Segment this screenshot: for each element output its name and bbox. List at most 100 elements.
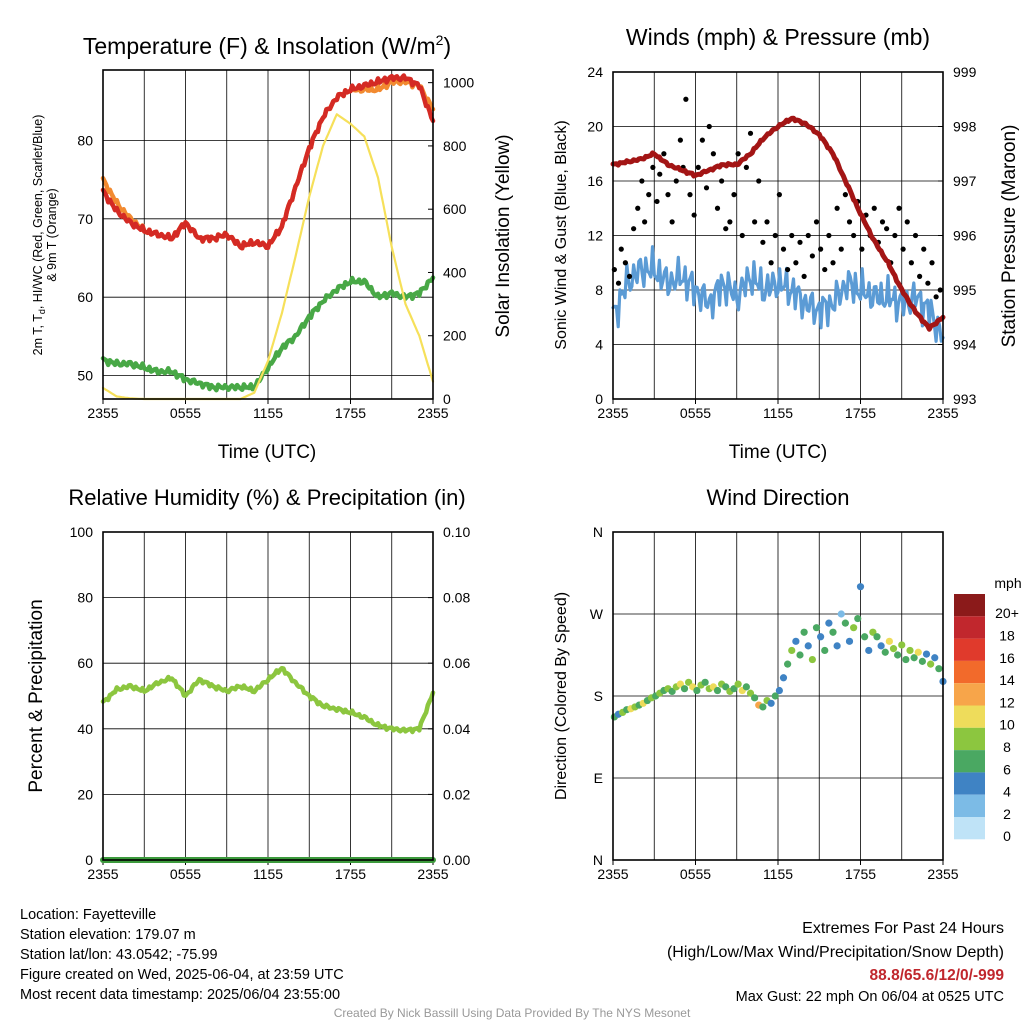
x-tick-label: 2355 — [87, 866, 118, 882]
gust-point — [912, 232, 919, 239]
x-tick-label: 1755 — [335, 405, 366, 421]
direction-point — [889, 645, 898, 653]
gust-point — [752, 219, 758, 225]
direction-point — [877, 642, 885, 650]
y2-tick-label: 995 — [953, 282, 977, 298]
gust-point — [937, 287, 943, 293]
y2-tick-label: 0.06 — [443, 655, 470, 671]
gust-point — [756, 178, 762, 184]
gust-point — [904, 219, 910, 225]
gust-point — [834, 205, 840, 211]
plot-border — [102, 69, 434, 400]
gust-point — [639, 178, 645, 184]
green-dewpoint-line — [100, 275, 436, 393]
y-tick-label: N — [593, 852, 603, 868]
colorbar-swatch — [954, 817, 985, 840]
colorbar-swatch — [954, 683, 985, 706]
y-tick-label: 24 — [587, 64, 603, 80]
y-tick-label: 100 — [70, 524, 94, 540]
winds-y-label: Sonic Wind & Gust (Blue, Black) — [553, 120, 570, 349]
direction-point — [685, 678, 693, 686]
gust-point — [677, 137, 683, 143]
gust-point — [789, 232, 795, 239]
colorbar-label: 20+ — [995, 605, 1019, 621]
y2-tick-label: 994 — [953, 337, 977, 353]
y2-tick-label: 200 — [443, 328, 467, 344]
y-tick-label: 60 — [77, 655, 93, 671]
direction-point — [804, 642, 812, 650]
y-tick-label: E — [594, 770, 603, 786]
y-tick-label: 8 — [595, 282, 603, 298]
y-tick-label: 16 — [587, 173, 603, 189]
direction-point — [701, 678, 709, 686]
y-tick-label: 0 — [595, 391, 603, 407]
direction-point — [869, 628, 877, 636]
direction-point — [873, 633, 881, 641]
direction-point — [676, 680, 684, 688]
y2-tick-label: 997 — [953, 173, 977, 189]
y-tick-label: 12 — [587, 228, 603, 244]
x-tick-label: 2355 — [417, 866, 448, 882]
gust-point — [719, 178, 725, 184]
y2-tick-label: 800 — [443, 138, 467, 154]
x-tick-label: 1155 — [253, 866, 283, 882]
gust-point — [933, 294, 939, 300]
temperature-y-label: 2m T, Td, HI/WC (Red, Green, Scarlet/Blu… — [31, 115, 47, 356]
gust-point — [813, 219, 820, 225]
x-tick-label: 1755 — [845, 866, 876, 882]
colorbar-label: 12 — [999, 694, 1015, 710]
direction-point — [680, 685, 689, 693]
gust-point — [908, 260, 914, 266]
gust-point — [797, 239, 803, 245]
direction-point — [850, 624, 858, 632]
humidity-y-label: Percent & Precipitation — [26, 599, 47, 792]
gust-point — [859, 246, 865, 252]
gust-point — [801, 273, 807, 279]
direction-point — [910, 654, 918, 662]
gust-point — [892, 232, 898, 239]
direction-point — [906, 646, 914, 655]
colorbar-label: 2 — [1003, 806, 1011, 822]
direction-point — [742, 683, 750, 691]
y2-tick-label: 0.08 — [443, 590, 470, 606]
y-tick-label: 0 — [85, 852, 93, 868]
x-tick-label: 1755 — [845, 405, 876, 421]
gust-point — [683, 96, 689, 102]
gust-point — [699, 137, 705, 143]
insolation-y-label: Solar Insolation (Yellow) — [493, 134, 514, 337]
direction-point — [841, 619, 849, 627]
y-tick-label: 80 — [77, 133, 93, 149]
gust-point — [687, 192, 693, 198]
y-tick-label: 20 — [77, 786, 93, 802]
station-info: Location: Fayetteville Station elevation… — [20, 905, 344, 1005]
direction-point — [693, 686, 701, 695]
direction-point — [881, 648, 889, 656]
y2-tick-label: 600 — [443, 201, 467, 217]
gust-point — [838, 246, 844, 252]
direction-point — [812, 624, 821, 632]
temperature-x-label: Time (UTC) — [218, 442, 317, 463]
direction-point — [779, 674, 788, 682]
gust-point — [695, 164, 701, 170]
gust-point — [760, 239, 766, 245]
gust-point — [830, 260, 836, 266]
extremes-title: Extremes For Past 24 Hours — [802, 920, 1004, 937]
gust-point — [631, 226, 637, 232]
direction-point — [792, 637, 800, 645]
y2-tick-label: 0.00 — [443, 852, 470, 868]
gust-point — [739, 232, 745, 239]
humidity-panel: Relative Humidity (%) & Precipitation (i… — [26, 485, 470, 882]
x-tick-label: 2355 — [597, 405, 628, 421]
gust-point — [735, 151, 741, 157]
y-tick-label: N — [593, 524, 603, 540]
station-location: Location: Fayetteville — [20, 907, 157, 923]
colorbar-swatch — [954, 638, 985, 661]
colorbar-swatch — [954, 727, 985, 751]
direction-point — [825, 619, 833, 627]
gust-point — [747, 130, 754, 136]
direction-point — [796, 651, 804, 659]
gust-point — [793, 260, 799, 266]
direction-point — [856, 583, 865, 591]
colorbar-label: 6 — [1003, 761, 1011, 777]
gust-point — [884, 226, 890, 232]
